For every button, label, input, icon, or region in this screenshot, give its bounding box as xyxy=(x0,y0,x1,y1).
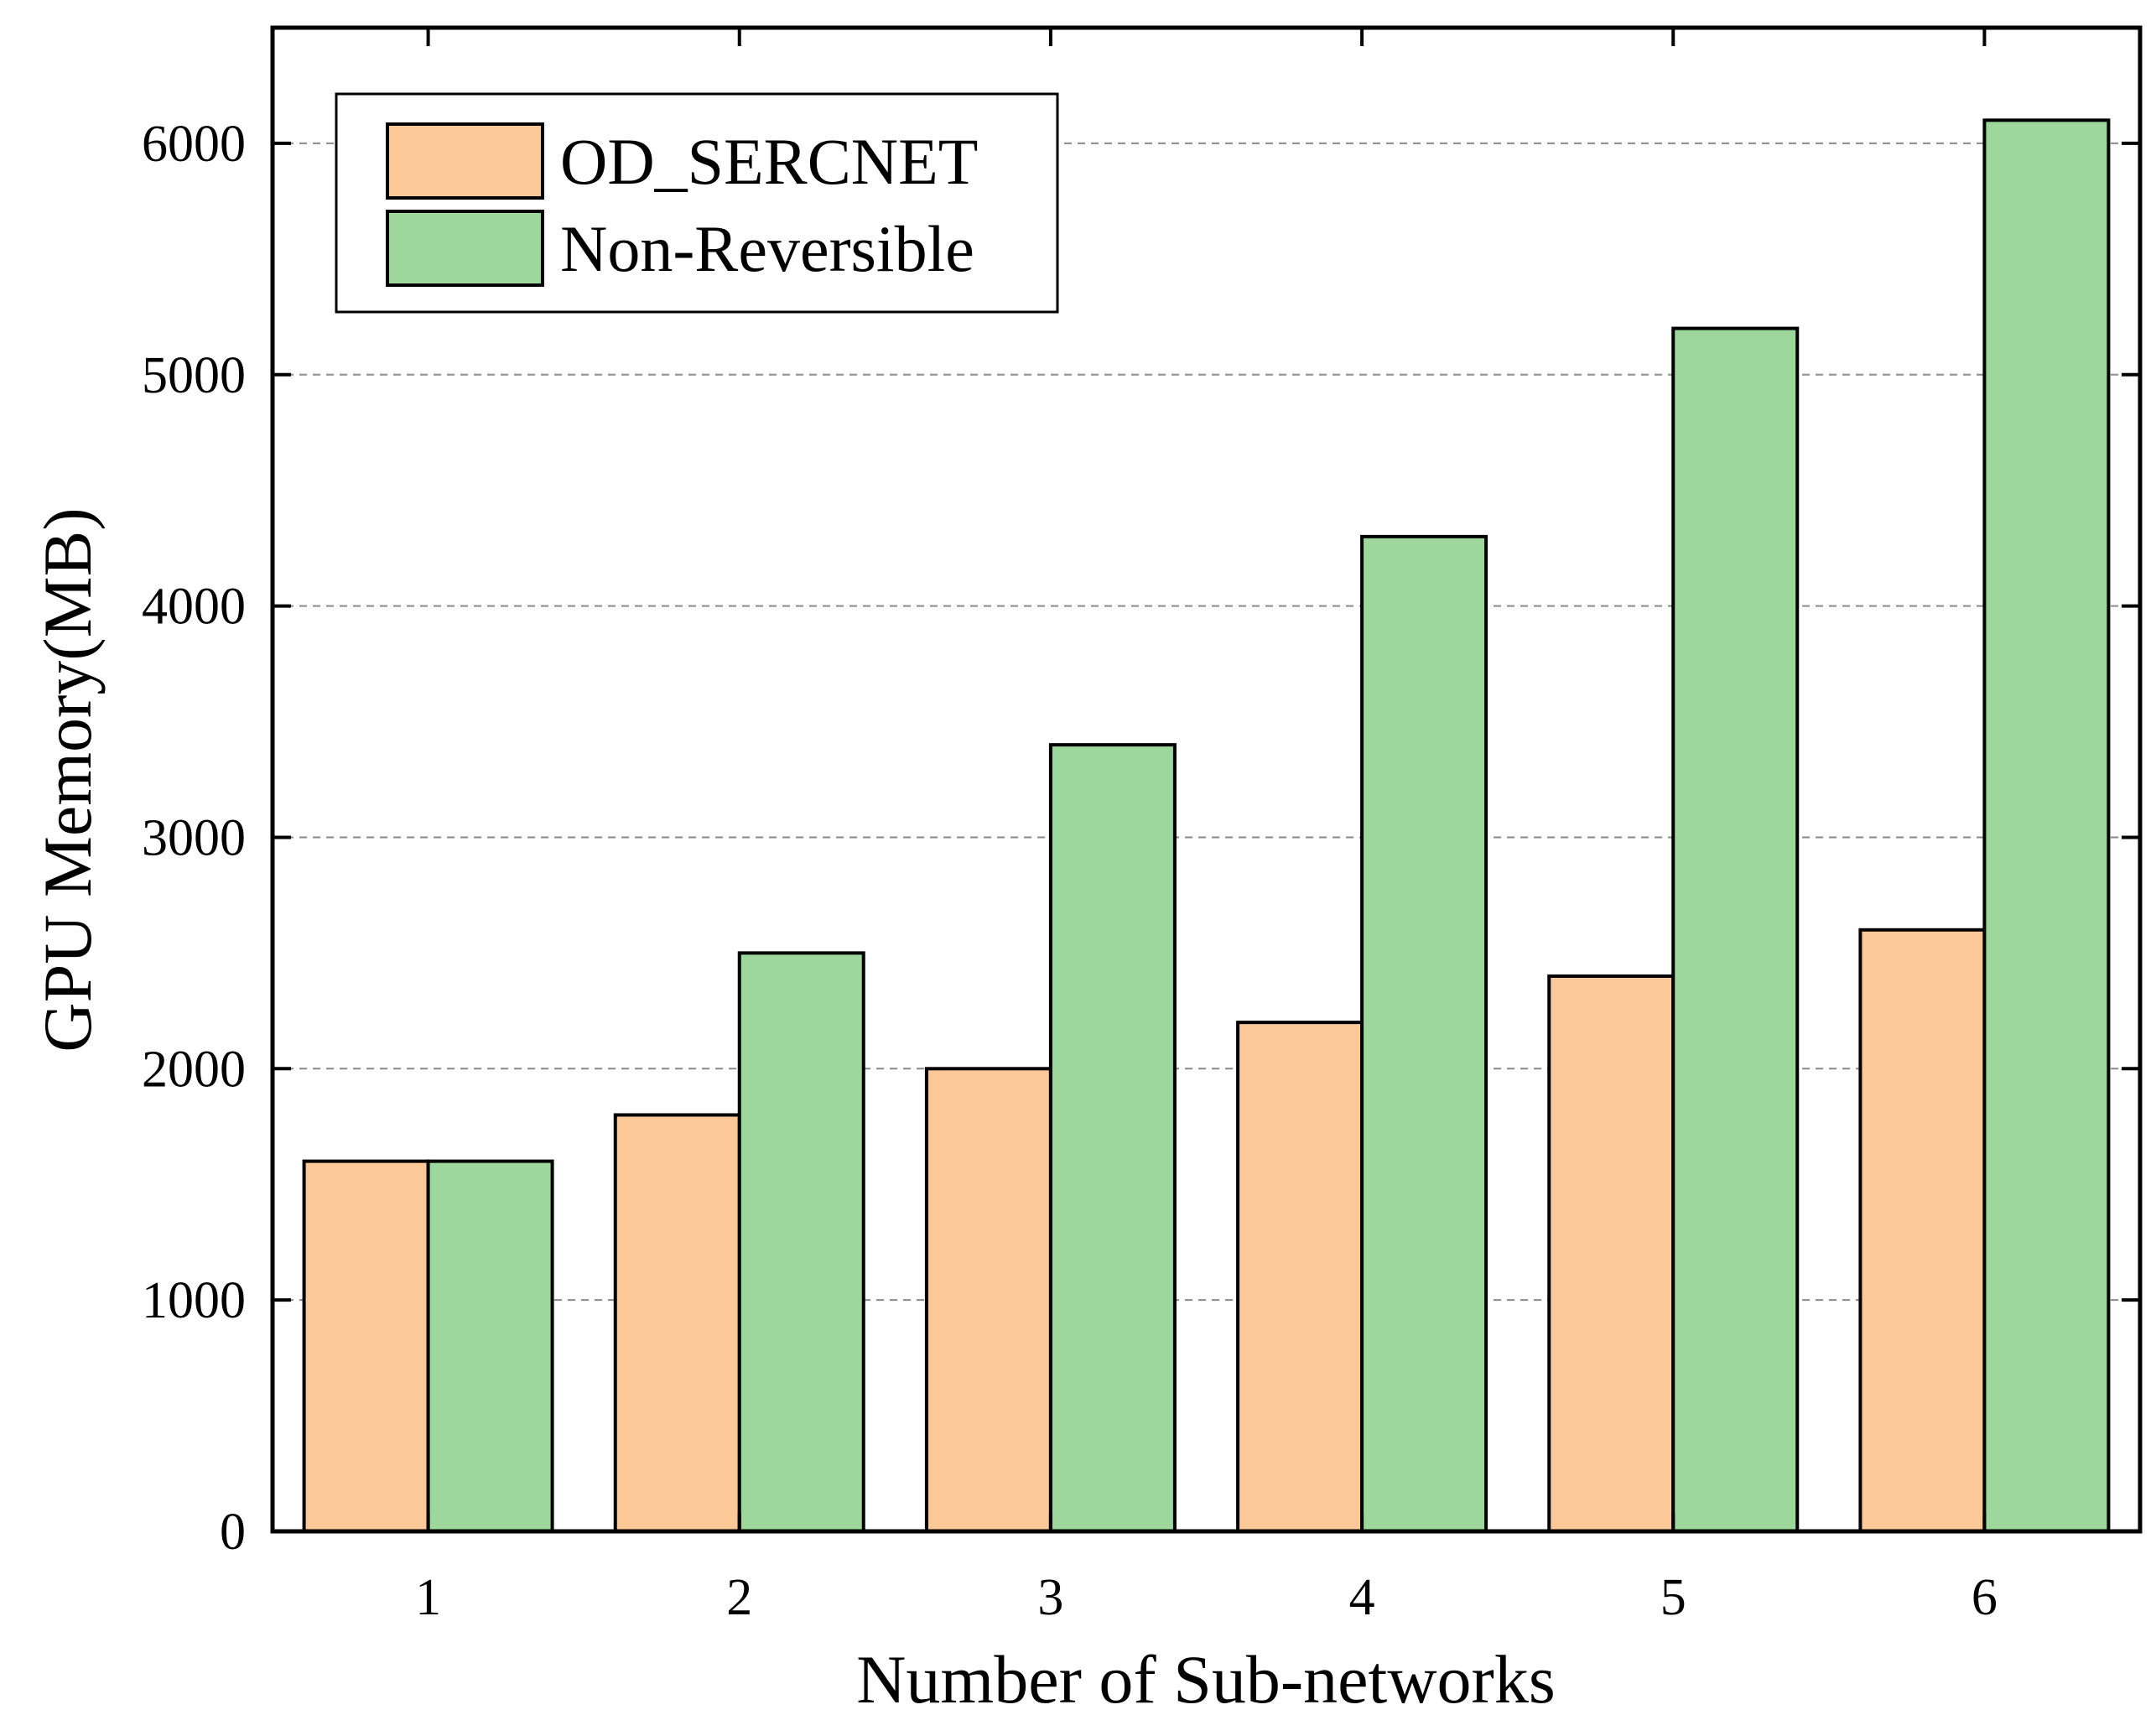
bar-od-sercnet-2 xyxy=(613,1113,741,1533)
bar-od-sercnet-5 xyxy=(1547,974,1675,1533)
y-tick-label: 1000 xyxy=(142,1272,246,1329)
bar-od-sercnet-1 xyxy=(302,1159,430,1533)
x-axis-title: Number of Sub-networks xyxy=(856,1641,1556,1715)
plot-frame xyxy=(270,25,2143,1534)
y-tick-label: 3000 xyxy=(142,809,246,866)
y-tick-label: 4000 xyxy=(142,579,246,636)
bar-non-reversible-6 xyxy=(1982,118,2111,1533)
x-tick-label: 3 xyxy=(1037,1569,1063,1626)
legend-label-non-reversible: Non-Reversible xyxy=(560,212,974,285)
y-tick-label: 2000 xyxy=(142,1041,246,1098)
legend-swatch-od-sercnet xyxy=(386,122,544,200)
y-tick-label: 5000 xyxy=(142,347,246,404)
x-tick-label: 1 xyxy=(415,1569,441,1626)
bar-od-sercnet-4 xyxy=(1236,1021,1364,1533)
x-tick-label: 5 xyxy=(1660,1569,1686,1626)
y-tick-labels: 0 1000 2000 3000 4000 5000 6000 xyxy=(142,116,246,1561)
legend-label-od-sercnet: OD_SERCNET xyxy=(560,125,978,198)
x-tick-label: 2 xyxy=(726,1569,752,1626)
bar-non-reversible-3 xyxy=(1048,743,1177,1533)
y-tick-label: 6000 xyxy=(142,116,246,173)
x-tick-label: 4 xyxy=(1349,1569,1375,1626)
legend-swatch-non-reversible xyxy=(386,210,544,287)
y-axis-title: GPU Memory(MB) xyxy=(29,507,106,1052)
bar-non-reversible-2 xyxy=(737,951,865,1533)
legend: OD_SERCNET Non-Reversible xyxy=(335,92,1059,314)
y-tick-label: 0 xyxy=(220,1504,246,1561)
bar-non-reversible-4 xyxy=(1360,534,1488,1533)
axis-ticks xyxy=(273,28,2140,1533)
bar-non-reversible-5 xyxy=(1671,326,1800,1534)
x-tick-label: 6 xyxy=(1972,1569,1998,1626)
bars xyxy=(302,118,2111,1534)
bar-non-reversible-1 xyxy=(426,1159,554,1533)
bar-od-sercnet-3 xyxy=(924,1067,1052,1534)
x-tick-labels: 1 2 3 4 5 6 xyxy=(415,1569,1998,1626)
bar-od-sercnet-6 xyxy=(1858,928,1987,1534)
